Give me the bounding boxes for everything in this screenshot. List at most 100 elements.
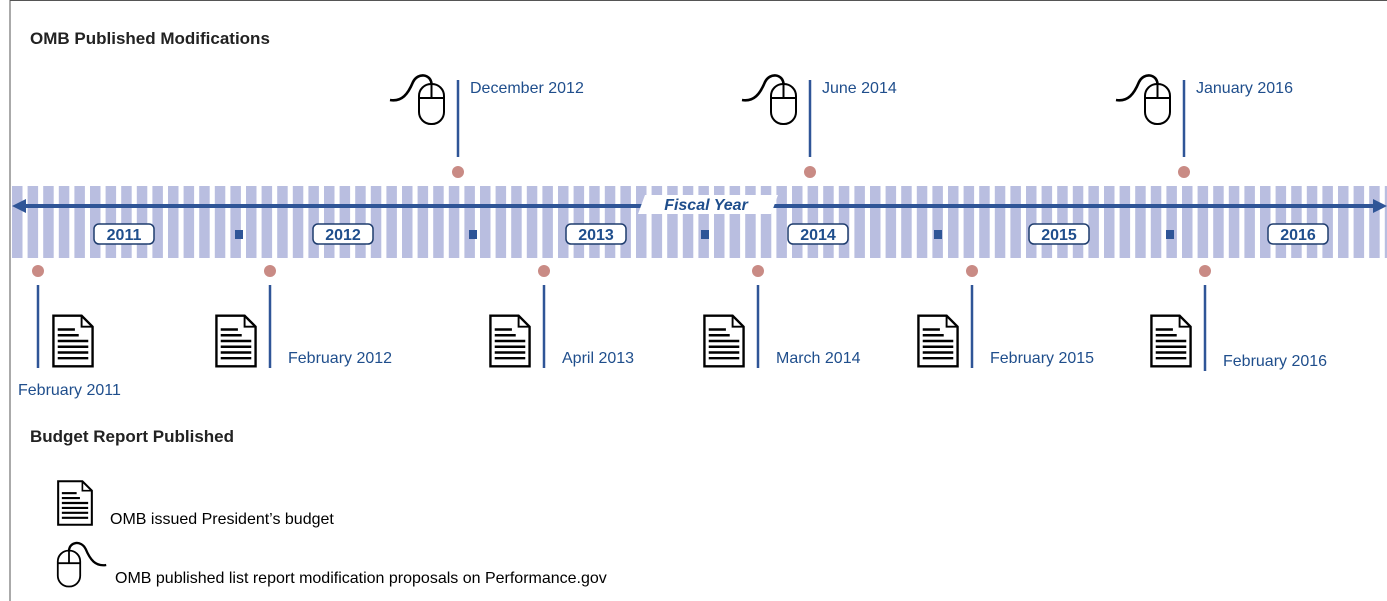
event-date: June 2014 (822, 80, 897, 97)
event-dot (538, 265, 550, 277)
stripe (1072, 186, 1084, 258)
event-dot (1199, 265, 1211, 277)
stripe (1338, 186, 1349, 258)
stripe (1244, 186, 1255, 258)
stripe (994, 186, 1006, 258)
stripe (1182, 186, 1193, 258)
event-dot (966, 265, 978, 277)
year-separator (1166, 230, 1174, 239)
section-title: Budget Report Published (30, 427, 234, 446)
stripe (745, 186, 756, 258)
title: OMB Published Modifications (30, 29, 270, 48)
stripe (136, 186, 148, 258)
year-label: 2014 (800, 227, 836, 244)
stripe (402, 186, 413, 258)
year-box (1267, 223, 1329, 245)
event-date: March 2014 (776, 350, 861, 367)
event-date: April 2013 (562, 350, 634, 367)
doc-icon (917, 314, 959, 368)
event-date: February 2015 (990, 350, 1094, 367)
stripe (885, 186, 897, 258)
year-separator (701, 230, 709, 239)
legend-doc-icon (56, 479, 94, 527)
mouse-icon (388, 74, 446, 126)
stripe (589, 186, 600, 258)
event-date: February 2011 (18, 382, 121, 399)
stripe (932, 186, 943, 258)
mouse-icon (740, 74, 798, 126)
event-dot (32, 265, 44, 277)
year-box (565, 223, 627, 245)
stripe (1197, 186, 1209, 258)
year-separator (469, 230, 477, 239)
stripe (511, 186, 522, 258)
doc-icon (215, 314, 257, 368)
doc-icon (1150, 314, 1192, 368)
stripe (792, 186, 803, 258)
stripe (417, 186, 429, 258)
stripe (558, 186, 569, 258)
stripe (979, 186, 990, 258)
event-date: February 2016 (1223, 353, 1327, 370)
arrow-right (1373, 199, 1387, 213)
stripe (121, 186, 132, 258)
year-separator (934, 230, 942, 239)
stripe (526, 186, 538, 258)
stripe (604, 186, 616, 258)
stripe (355, 186, 366, 258)
stripe (1135, 186, 1146, 258)
stripe (1104, 186, 1115, 258)
stripe (1057, 186, 1068, 258)
stripe (1150, 186, 1162, 258)
stripe (74, 186, 85, 258)
stripe (838, 186, 850, 258)
year-label: 2011 (107, 227, 142, 244)
event-date: December 2012 (470, 80, 584, 97)
stripe (433, 186, 444, 258)
event-dot (452, 166, 464, 178)
stripe (277, 186, 288, 258)
stripe (870, 186, 881, 258)
year-label: 2013 (578, 227, 614, 244)
stripe (1291, 186, 1302, 258)
year-label: 2012 (325, 227, 361, 244)
stripe (1369, 186, 1380, 258)
stripe (480, 186, 491, 258)
year-separator (235, 230, 243, 239)
stripe (651, 186, 663, 258)
stripe (308, 186, 319, 258)
stripe (636, 186, 647, 258)
stripe (948, 186, 959, 258)
legend-text: OMB issued President’s budget (110, 511, 334, 528)
stripe (1322, 186, 1333, 258)
year-box (787, 223, 849, 245)
stripe (27, 186, 39, 258)
stripe (698, 186, 709, 258)
stripe (901, 186, 912, 258)
stripe (199, 186, 210, 258)
stripe (1026, 186, 1037, 258)
stripe (105, 186, 117, 258)
year-label: 2015 (1041, 227, 1077, 244)
event-dot (264, 265, 276, 277)
stripe (1353, 186, 1365, 258)
legend-mouse-icon (56, 541, 108, 588)
stripe (214, 186, 226, 258)
stripe (1010, 186, 1021, 258)
year-box (1028, 223, 1090, 245)
mouse-icon (1114, 74, 1172, 126)
stripe (1213, 186, 1224, 258)
stripe (152, 186, 163, 258)
year-label: 2016 (1280, 227, 1316, 244)
stripe (963, 186, 975, 258)
stripe (324, 186, 335, 258)
stripe (292, 186, 304, 258)
stripe (776, 186, 787, 258)
stripe (43, 186, 54, 258)
year-box (312, 223, 374, 245)
stripe (464, 186, 475, 258)
stripe (807, 186, 819, 258)
fiscal-band (12, 186, 1387, 258)
doc-icon (703, 314, 745, 368)
